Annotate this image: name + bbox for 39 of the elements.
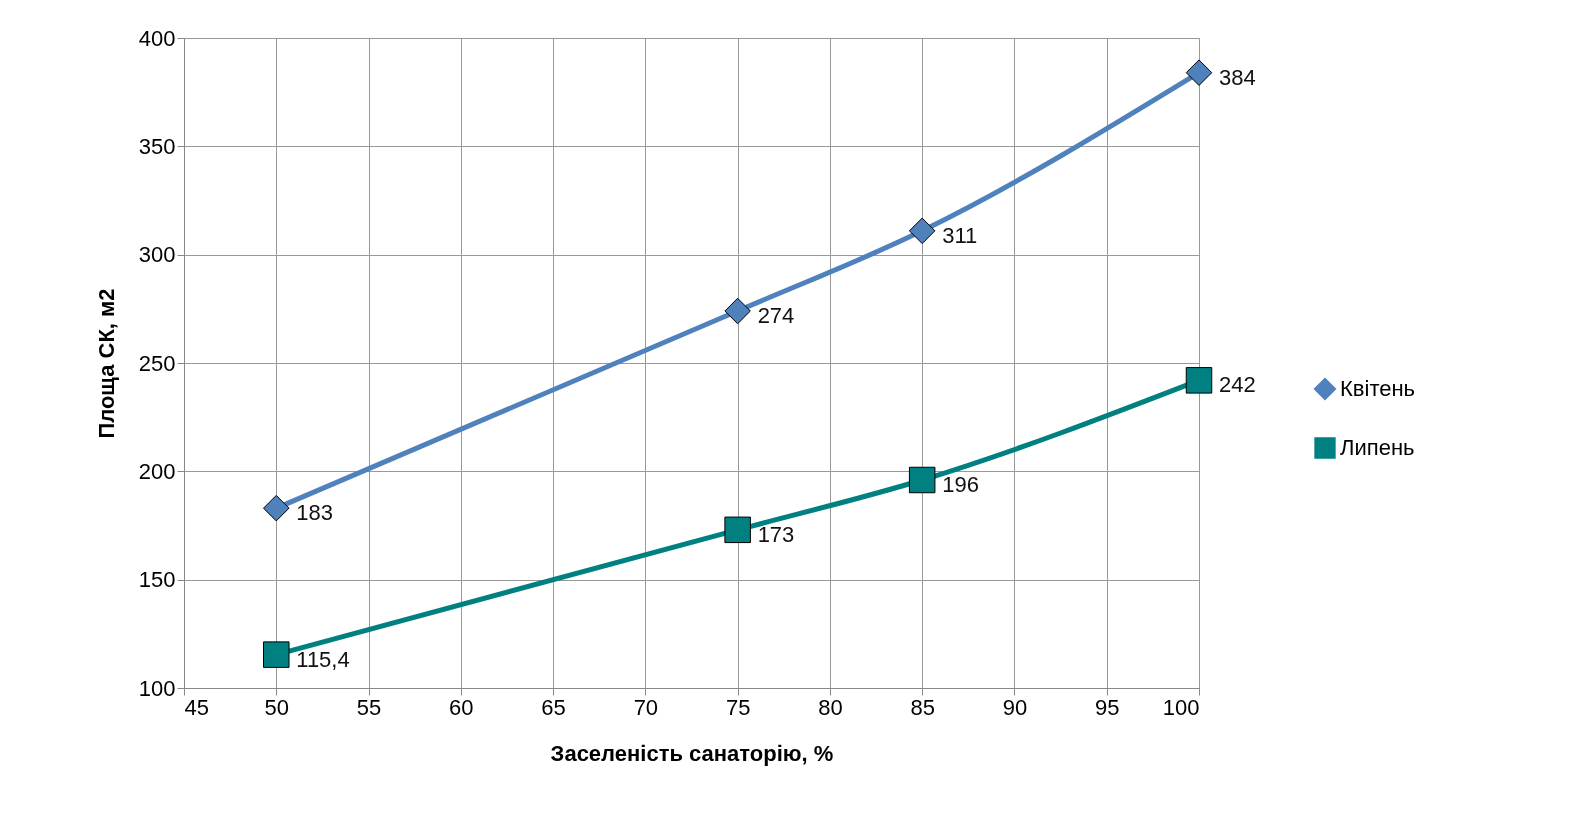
x-tick-label: 70 bbox=[633, 694, 659, 720]
x-tick-label: 95 bbox=[1094, 694, 1120, 720]
data-label: 274 bbox=[757, 303, 795, 328]
y-tick-label: 300 bbox=[138, 242, 176, 268]
x-tick-label: 60 bbox=[449, 694, 474, 720]
point bbox=[263, 494, 290, 522]
data-label: 173 bbox=[757, 521, 795, 547]
data-label: 311 bbox=[942, 222, 978, 248]
data-label: 242 bbox=[1219, 372, 1256, 398]
y-tick-label: 150 bbox=[138, 567, 176, 593]
point bbox=[263, 641, 290, 668]
x-tick-label: 65 bbox=[541, 694, 566, 720]
point bbox=[908, 466, 936, 494]
data-label: 384 bbox=[1219, 64, 1256, 90]
x-tick-label: 90 bbox=[1002, 694, 1028, 720]
x-tick-label: 85 bbox=[910, 694, 935, 720]
x-tick-label: 45 bbox=[184, 694, 209, 720]
point bbox=[1185, 59, 1213, 86]
y-tick-label: 250 bbox=[138, 350, 176, 376]
y-tick-label: 350 bbox=[138, 133, 176, 159]
point bbox=[1185, 367, 1213, 394]
x-tick-label: 50 bbox=[264, 694, 290, 720]
data-label: 196 bbox=[942, 472, 979, 497]
x-tick-label: 80 bbox=[818, 694, 843, 720]
x-tick-label: 100 bbox=[1162, 694, 1200, 720]
point bbox=[724, 297, 751, 325]
y-tick-label: 200 bbox=[138, 458, 176, 484]
y-tick-label: 100 bbox=[138, 675, 176, 701]
legend-label: Липень bbox=[1340, 435, 1415, 460]
x-axis-title: Заселеність санаторію, % bbox=[550, 740, 834, 766]
data-label: 115,4 bbox=[296, 646, 350, 672]
point bbox=[908, 217, 936, 245]
x-tick-label: 55 bbox=[356, 694, 382, 720]
y-tick-label: 400 bbox=[138, 25, 176, 51]
point bbox=[724, 516, 751, 544]
y-axis-title: Площа СК, м2 bbox=[93, 288, 119, 439]
data-label: 183 bbox=[296, 500, 333, 526]
x-tick-label: 75 bbox=[725, 694, 751, 720]
legend-label: Квітень bbox=[1340, 376, 1416, 401]
